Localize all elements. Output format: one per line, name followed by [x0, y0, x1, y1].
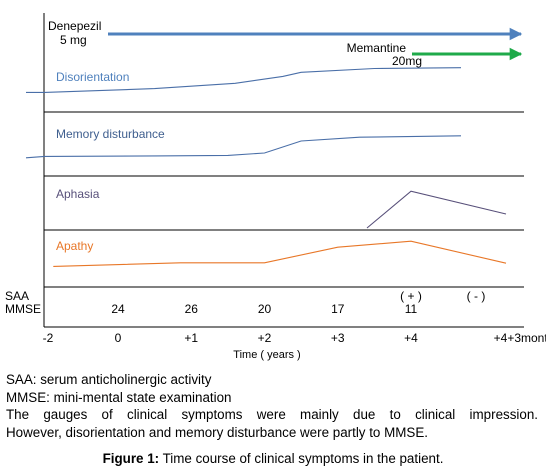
x-tick-label: -2: [43, 331, 54, 345]
series-label-disorientation: Disorientation: [56, 70, 129, 84]
series-line-disorientation: [26, 67, 462, 93]
treatment-dose-memantine: 20mg: [392, 54, 422, 68]
mmse-value: 20: [258, 302, 272, 316]
mmse-value: 26: [185, 302, 199, 316]
note-saa: SAA: serum anticholinergic activity: [6, 372, 212, 387]
series-label-memory-disturbance: Memory disturbance: [56, 127, 165, 141]
row-label-saa: SAA: [5, 289, 29, 303]
x-tick-label: +3: [331, 331, 345, 345]
saa-value: ( + ): [400, 289, 422, 303]
mmse-value: 17: [331, 302, 345, 316]
x-tick-label: 0: [115, 331, 122, 345]
x-axis: -2 0 +1 +2 +3 +4 +4+3months Time ( years ): [43, 331, 546, 361]
note-gauges-1: The gauges of clinical symptoms were mai…: [6, 407, 538, 422]
figure-caption-text: Time course of clinical symptoms in the …: [162, 451, 444, 466]
series-line-aphasia: [366, 190, 507, 229]
x-axis-title: Time ( years ): [233, 349, 300, 361]
x-tick-label: +1: [184, 331, 198, 345]
figure-caption: Figure 1: Time course of clinical sympto…: [0, 451, 546, 466]
saa-value: ( - ): [467, 289, 486, 303]
series-line-memory-disturbance: [25, 135, 462, 159]
series-line-apathy: [53, 240, 507, 267]
figure-caption-label: Figure 1:: [102, 451, 160, 466]
x-tick-label: +4+3months: [494, 331, 546, 345]
symptom-panels: Disorientation Memory disturbance Aphasia A…: [25, 67, 507, 267]
treatment-dose-denepezil: 5 mg: [60, 33, 87, 47]
note-gauges-2: However, disorientation and memory distu…: [6, 424, 428, 440]
chart-frame: [43, 13, 524, 328]
treatment-name-denepezil: Denepezil: [48, 19, 101, 33]
figure-notes: SAA: serum anticholinergic activity MMSE…: [6, 371, 538, 441]
series-label-aphasia: Aphasia: [56, 187, 100, 201]
x-tick-label: +4: [404, 331, 418, 345]
series-label-apathy: Apathy: [56, 239, 93, 253]
note-mmse: MMSE: mini-mental state examination: [6, 389, 232, 405]
row-label-mmse: MMSE: [5, 302, 41, 316]
mmse-value: 11: [405, 302, 418, 316]
treatment-name-memantine: Memantine: [347, 41, 407, 55]
x-tick-label: +2: [258, 331, 272, 345]
mmse-value: 24: [111, 302, 125, 316]
